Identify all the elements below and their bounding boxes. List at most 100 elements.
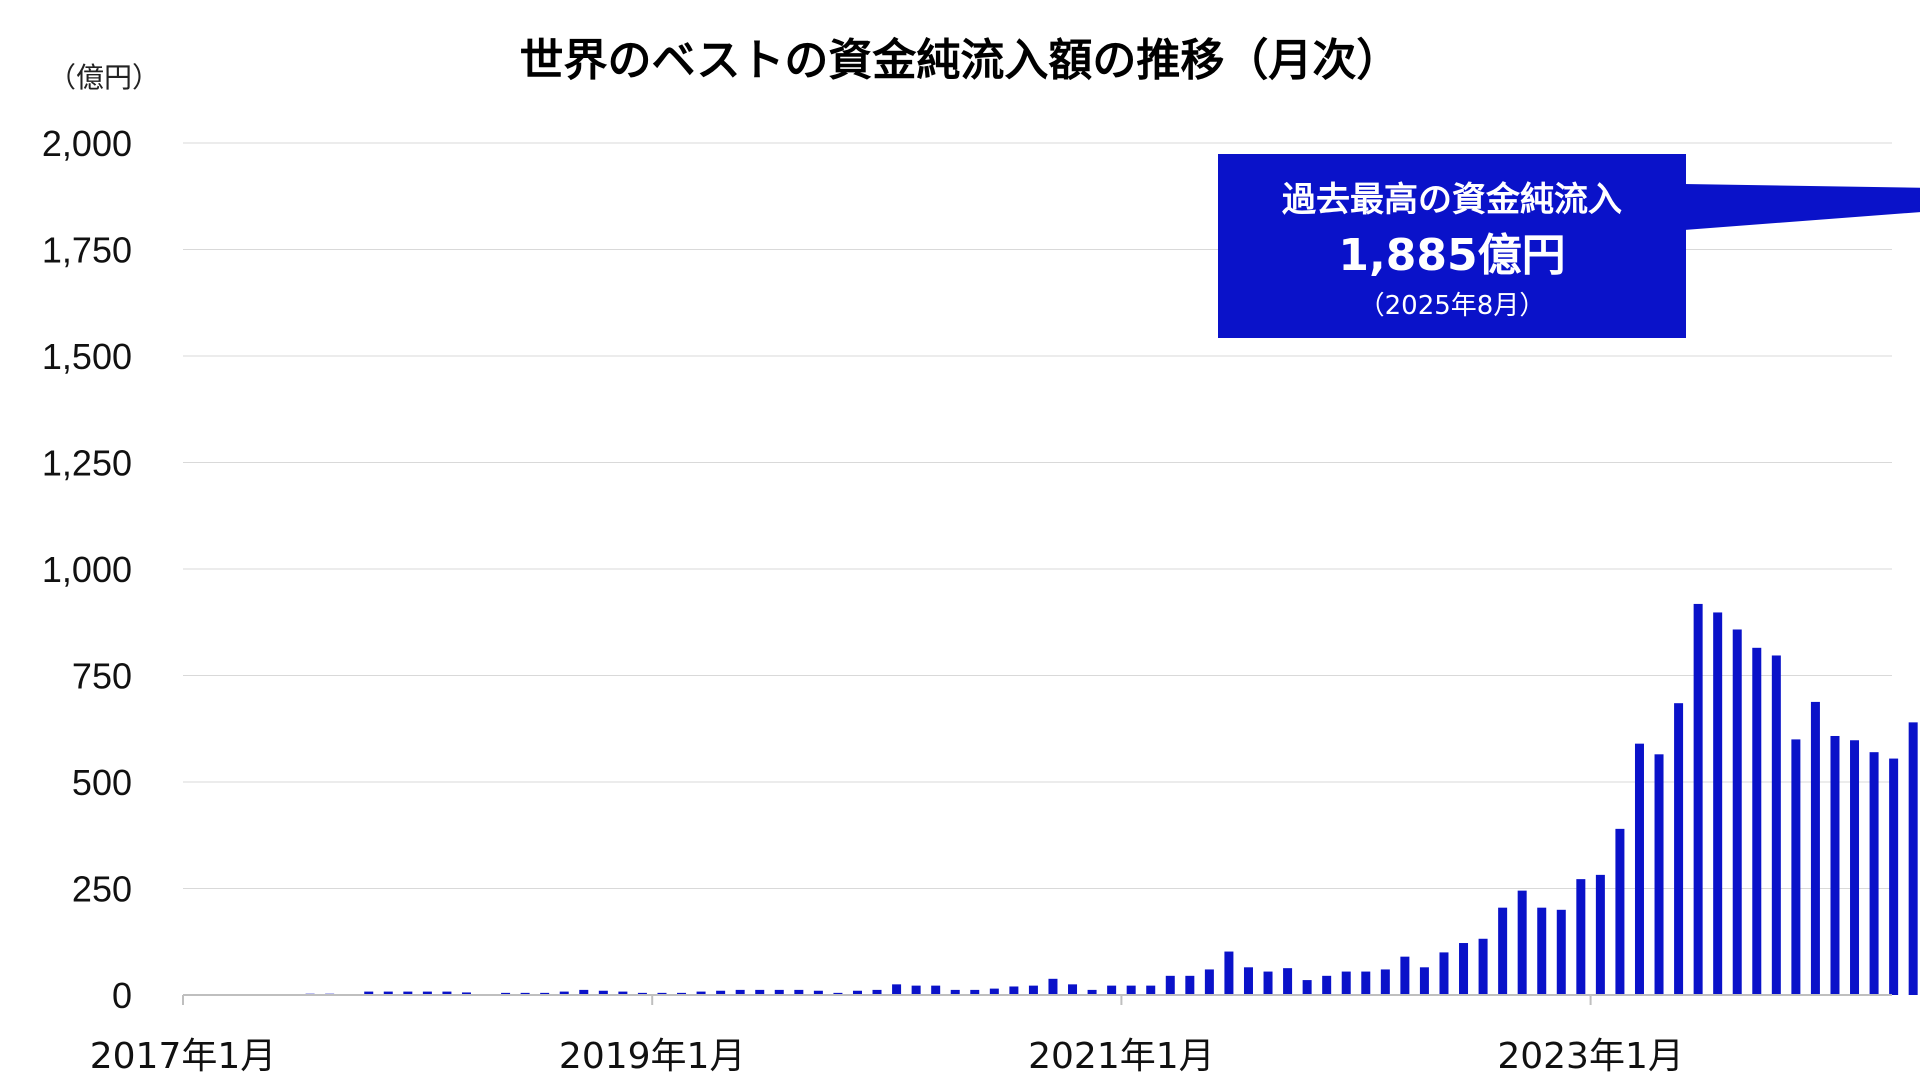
bar xyxy=(1654,754,1664,995)
y-unit-label: （億円） xyxy=(48,61,161,94)
bar xyxy=(1087,989,1097,995)
bar xyxy=(1302,980,1312,995)
bar xyxy=(1322,975,1332,995)
bar xyxy=(1361,971,1371,995)
bar xyxy=(1028,985,1038,995)
bar xyxy=(852,990,862,995)
bar xyxy=(1791,739,1801,995)
x-tick-label: 2017年1月 xyxy=(90,1036,277,1077)
bar xyxy=(657,992,667,995)
y-tick-label: 250 xyxy=(72,869,132,910)
y-tick-label: 1,250 xyxy=(42,443,132,484)
bar xyxy=(911,985,921,995)
bar xyxy=(892,984,902,995)
bar xyxy=(1204,969,1214,995)
bar xyxy=(1185,975,1195,995)
bars xyxy=(305,603,1918,995)
y-tick-label: 500 xyxy=(72,762,132,803)
bar xyxy=(1126,985,1136,995)
callout-value: 1,885億円 xyxy=(1338,230,1565,281)
bar xyxy=(1634,743,1644,995)
x-tick-label: 2021年1月 xyxy=(1028,1036,1215,1077)
bar xyxy=(1576,879,1586,995)
bar xyxy=(520,992,530,995)
bar xyxy=(931,985,941,995)
bar xyxy=(1048,978,1058,995)
bar xyxy=(755,989,765,995)
bar xyxy=(364,991,374,995)
bar xyxy=(1810,701,1820,995)
bar xyxy=(501,992,511,995)
record-callout: 過去最高の資金純流入 1,885億円 （2025年8月） xyxy=(1218,154,1920,338)
bar xyxy=(1243,967,1253,995)
bar xyxy=(598,990,608,995)
bar xyxy=(950,989,960,995)
bar xyxy=(774,989,784,995)
bar xyxy=(461,992,471,995)
bar xyxy=(989,988,999,995)
bar xyxy=(1615,828,1625,995)
bar xyxy=(1009,986,1019,995)
bar xyxy=(872,989,882,995)
bar xyxy=(442,991,452,995)
bar xyxy=(1146,985,1156,995)
bar xyxy=(1224,951,1234,995)
y-tick-label: 2,000 xyxy=(42,123,132,164)
bar xyxy=(1752,647,1762,995)
bar xyxy=(1713,612,1723,995)
y-tick-label: 1,750 xyxy=(42,230,132,271)
bar xyxy=(540,992,550,995)
bar xyxy=(1380,969,1390,995)
bar xyxy=(1263,971,1273,995)
bar xyxy=(1830,735,1840,995)
bar xyxy=(1771,655,1781,995)
y-tick-label: 1,500 xyxy=(42,336,132,377)
bar xyxy=(579,989,589,995)
bar xyxy=(1439,952,1449,995)
bar xyxy=(1341,971,1351,995)
bar xyxy=(1693,603,1703,995)
callout-box xyxy=(1218,154,1686,338)
bar xyxy=(1068,984,1078,995)
bar xyxy=(1400,956,1410,995)
bar xyxy=(383,991,393,995)
bar xyxy=(1498,907,1508,995)
bar xyxy=(735,989,745,995)
bar xyxy=(1595,874,1605,995)
bar xyxy=(794,989,804,995)
y-axis-ticks: 0 250 500 750 1,000 1,250 1,500 1,750 2,000 xyxy=(42,123,132,1016)
bar xyxy=(696,991,706,995)
chart-title: 世界のベストの資金純流入額の推移（月次） xyxy=(519,35,1401,86)
y-tick-label: 750 xyxy=(72,656,132,697)
bar xyxy=(833,992,843,995)
y-tick-label: 0 xyxy=(112,975,132,1016)
bar xyxy=(1869,752,1879,995)
x-axis-ticks: 2017年1月2019年1月2021年1月2023年1月2025年1月 xyxy=(90,995,1684,1077)
callout-date: （2025年8月） xyxy=(1359,291,1546,321)
bar xyxy=(403,991,413,995)
bar xyxy=(1517,890,1527,995)
bar xyxy=(1165,975,1175,995)
bar xyxy=(1850,740,1860,995)
callout-pointer xyxy=(1684,184,1920,230)
bar xyxy=(422,991,432,995)
bar xyxy=(1283,968,1293,995)
bar xyxy=(1732,629,1742,995)
bar xyxy=(618,991,628,995)
bar xyxy=(716,990,726,995)
bar xyxy=(813,990,823,995)
x-tick-label: 2019年1月 xyxy=(559,1036,746,1077)
bar xyxy=(1556,909,1566,995)
bar xyxy=(970,989,980,995)
bar xyxy=(1459,943,1469,995)
y-tick-label: 1,000 xyxy=(42,549,132,590)
bar xyxy=(1107,985,1117,995)
bar xyxy=(559,991,569,995)
bar xyxy=(1908,722,1918,995)
bar xyxy=(677,992,687,995)
bar xyxy=(1537,907,1547,995)
bar xyxy=(1419,967,1429,995)
bar xyxy=(1674,703,1684,995)
x-tick-label: 2023年1月 xyxy=(1497,1036,1684,1077)
